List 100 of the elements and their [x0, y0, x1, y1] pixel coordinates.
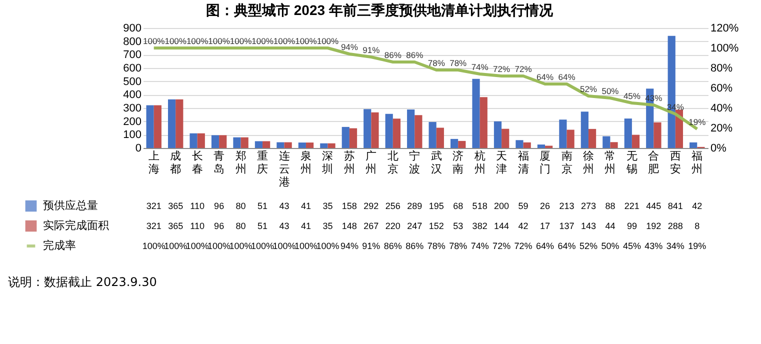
data-label: 273 — [580, 201, 596, 211]
data-label: 365 — [168, 201, 184, 211]
bar — [385, 114, 393, 148]
legend-label: 预供应总量 — [43, 199, 98, 212]
data-label: 72% — [492, 241, 511, 251]
bar — [276, 142, 284, 148]
data-label: 100% — [208, 241, 231, 251]
data-label: 213 — [559, 201, 574, 211]
legend-label: 完成率 — [43, 239, 76, 252]
bar — [537, 144, 546, 148]
y-tick-label: 600 — [123, 62, 142, 74]
data-label: 110 — [190, 201, 205, 211]
x-tick-label: 济南 — [452, 150, 464, 176]
x-tick-label: 西安 — [670, 150, 681, 176]
x-tick-label: 杭州 — [473, 150, 486, 176]
data-label: 78% — [427, 241, 446, 251]
data-label: 52% — [579, 241, 598, 251]
data-label: 321 — [146, 201, 162, 211]
y-tick-label: 500 — [123, 76, 142, 88]
data-label: 72% — [514, 241, 532, 251]
data-label: 445 — [646, 201, 662, 211]
data-label: 221 — [624, 201, 640, 211]
data-label: 80 — [236, 201, 246, 211]
text: 100% — [316, 36, 339, 46]
text: 72% — [493, 64, 510, 74]
x-tick-label: 成都 — [170, 150, 182, 176]
bar — [392, 118, 401, 148]
data-label: 137 — [559, 221, 574, 231]
x-tick-label: 重庆 — [257, 150, 268, 176]
bar — [407, 109, 415, 148]
data-label: 43% — [644, 241, 663, 251]
x-tick-label: 厦门 — [540, 150, 551, 176]
bar — [480, 97, 488, 148]
bar — [602, 136, 610, 148]
data-label: 100% — [164, 241, 188, 251]
text: 100% — [164, 36, 186, 46]
text: 100% — [208, 36, 230, 46]
y2-tick-label: 120% — [710, 22, 739, 34]
data-label: 50% — [601, 241, 620, 251]
data-label: 80 — [236, 221, 246, 231]
x-tick-label: 泉州 — [300, 150, 312, 176]
text: 50% — [602, 86, 619, 96]
data-label: 96 — [214, 201, 224, 211]
bar — [176, 99, 184, 148]
data-label: 100% — [142, 241, 166, 251]
bar — [349, 128, 358, 148]
text: 100% — [273, 36, 296, 46]
bar — [342, 126, 350, 148]
bar — [428, 122, 436, 148]
bar — [219, 135, 227, 148]
bar — [588, 128, 596, 148]
data-label: 53 — [453, 221, 464, 231]
x-tick-label: 天津 — [496, 150, 508, 176]
data-label: 86% — [384, 241, 402, 251]
data-label: 247 — [407, 221, 422, 231]
data-label: 64% — [558, 241, 576, 251]
data-label: 94% — [340, 241, 358, 251]
y2-tick-label: 20% — [710, 122, 733, 134]
data-label: 43 — [279, 221, 290, 231]
bar — [632, 134, 640, 148]
y2-tick-label: 0% — [710, 142, 727, 154]
data-label: 35 — [322, 201, 333, 211]
data-label: 143 — [580, 221, 596, 231]
y2-tick-label: 60% — [710, 82, 733, 94]
x-tick-label: 宁波 — [409, 150, 420, 176]
data-label: 17 — [540, 221, 550, 231]
text: 86% — [384, 50, 402, 60]
bar — [233, 137, 241, 148]
x-tick-label: 青岛 — [214, 150, 225, 176]
bar — [211, 135, 220, 148]
text: 19% — [688, 117, 706, 127]
data-label: 78% — [449, 241, 468, 251]
y-tick-label: 0 — [135, 142, 142, 154]
text: 64% — [536, 72, 554, 82]
data-label: 26 — [540, 201, 550, 211]
y-tick-label: 900 — [123, 22, 142, 34]
text: 100% — [142, 36, 165, 46]
bar — [298, 142, 306, 148]
data-label: 8 — [694, 221, 700, 231]
bar — [610, 142, 618, 148]
bar — [580, 112, 588, 148]
x-tick-label: 深圳 — [321, 150, 334, 176]
data-label: 51 — [258, 201, 268, 211]
data-label: 100% — [229, 241, 252, 251]
bar — [516, 140, 524, 148]
data-label: 267 — [364, 221, 379, 231]
bar — [450, 138, 458, 148]
bar — [168, 99, 176, 148]
data-label: 19% — [688, 241, 706, 251]
data-label: 41 — [300, 201, 311, 211]
data-label: 68 — [453, 201, 464, 211]
data-label: 100% — [251, 241, 274, 251]
bar — [523, 142, 531, 148]
y-tick-label: 100 — [123, 129, 142, 142]
data-label: 365 — [168, 221, 184, 231]
text: 100% — [295, 36, 317, 46]
y-tick-label: 300 — [123, 102, 142, 114]
data-label: 192 — [646, 221, 662, 231]
data-label: 289 — [407, 201, 422, 211]
data-label: 44 — [605, 221, 616, 231]
